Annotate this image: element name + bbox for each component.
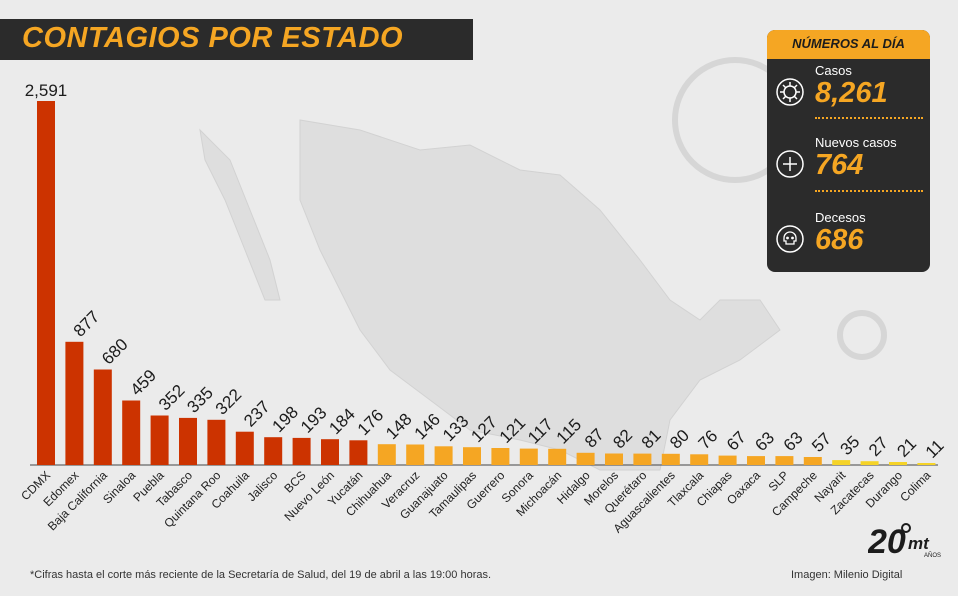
stat-new-cases-label: Nuevos casos bbox=[815, 135, 897, 150]
stat-deaths-label: Decesos bbox=[815, 210, 866, 225]
bar-slp bbox=[775, 456, 794, 465]
bar-aguascalientes bbox=[661, 453, 680, 465]
bar-value-label: 176 bbox=[354, 406, 387, 439]
svg-text:mt: mt bbox=[908, 534, 930, 553]
title-bar: CONTAGIOS POR ESTADO bbox=[0, 19, 473, 60]
milenio-20-years-logo: 20 mt AÑOS bbox=[868, 523, 941, 561]
chart-title: CONTAGIOS POR ESTADO bbox=[22, 22, 404, 54]
stat-deaths: Decesos 686 bbox=[767, 210, 930, 272]
stat-deaths-value: 686 bbox=[815, 224, 864, 256]
stat-new-cases-value: 764 bbox=[815, 149, 864, 181]
bar-value-label: 21 bbox=[893, 434, 920, 461]
bar-value-label: 57 bbox=[808, 429, 835, 456]
bar-baja-california bbox=[93, 369, 112, 465]
image-credit: Imagen: Milenio Digital bbox=[791, 569, 903, 581]
bar-value-label: 11 bbox=[922, 436, 948, 462]
panel-header: NÚMEROS AL DÍA bbox=[767, 30, 930, 59]
stat-cases: Casos 8,261 bbox=[767, 63, 930, 127]
footnote: *Cifras hasta el corte más reciente de l… bbox=[30, 569, 492, 581]
bar-morelos bbox=[605, 453, 623, 465]
bar-jalisco bbox=[264, 437, 283, 465]
bar-colima bbox=[917, 463, 936, 465]
bar-durango bbox=[889, 462, 907, 465]
bar-chiapas bbox=[718, 455, 737, 465]
bar-value-label: 80 bbox=[666, 426, 693, 453]
bar-oaxaca bbox=[747, 456, 765, 465]
bar-value-label: 198 bbox=[269, 403, 302, 436]
bar-puebla bbox=[150, 415, 169, 465]
bar-quintana-roo bbox=[207, 419, 226, 465]
svg-text:AÑOS: AÑOS bbox=[924, 552, 941, 559]
bar-bcs bbox=[292, 437, 311, 465]
category-tick-label: Sinaloa bbox=[100, 468, 138, 506]
stat-cases-value: 8,261 bbox=[815, 77, 888, 109]
bar-value-label: 146 bbox=[411, 410, 444, 443]
bar-tabasco bbox=[179, 417, 197, 465]
bar-chihuahua bbox=[377, 444, 396, 465]
bar-value-label: 148 bbox=[382, 410, 415, 443]
bar-veracruz bbox=[406, 444, 425, 465]
bar-value-label: 193 bbox=[297, 403, 330, 436]
plus-circle-icon bbox=[776, 150, 804, 178]
bar-tlaxcala bbox=[690, 454, 709, 465]
background-map bbox=[199, 119, 781, 471]
bar-guanajuato bbox=[434, 446, 453, 465]
bar-sinaloa bbox=[122, 400, 141, 465]
bar-value-label: 335 bbox=[183, 383, 216, 416]
bar-coahuila bbox=[235, 431, 254, 465]
panel-heading: NÚMEROS AL DÍA bbox=[792, 36, 905, 51]
daily-numbers-panel: NÚMEROS AL DÍA Casos 8,261 Nuevos casos … bbox=[767, 30, 930, 272]
bar-value-label: 877 bbox=[70, 307, 103, 340]
bar-quer-taro bbox=[633, 453, 652, 465]
stat-new-cases: Nuevos casos 764 bbox=[767, 135, 930, 199]
category-tick-label: Jalisco bbox=[244, 468, 280, 504]
bar-value-label: 184 bbox=[325, 405, 358, 438]
bar-value-label: 27 bbox=[865, 433, 892, 460]
bar-tamaulipas bbox=[463, 447, 481, 465]
bar-value-label: 459 bbox=[127, 366, 160, 399]
bar-value-label: 680 bbox=[98, 335, 131, 368]
bar-edomex bbox=[65, 341, 84, 465]
svg-text:20: 20 bbox=[868, 523, 906, 561]
bar-value-label: 63 bbox=[751, 428, 778, 455]
bar-value-label: 67 bbox=[723, 428, 750, 455]
bar-value-label: 76 bbox=[695, 426, 722, 453]
skull-icon bbox=[776, 225, 804, 253]
bar-value-label: 237 bbox=[240, 397, 273, 430]
bar-value-label: 2,591 bbox=[25, 81, 68, 100]
stat-cases-label: Casos bbox=[815, 63, 852, 78]
bar-value-label: 63 bbox=[780, 428, 807, 455]
divider bbox=[815, 117, 923, 119]
bar-guerrero bbox=[491, 448, 510, 465]
bar-value-label: 322 bbox=[212, 385, 245, 418]
bar-cdmx bbox=[37, 101, 55, 465]
virus-icon bbox=[776, 78, 804, 106]
bar-michoac-n bbox=[548, 448, 567, 465]
bar-nayarit bbox=[832, 460, 851, 465]
bar-yucat-n bbox=[349, 440, 368, 465]
category-tick-label: Colima bbox=[897, 468, 934, 505]
bar-hidalgo bbox=[576, 452, 595, 465]
bar-nuevo-le-n bbox=[321, 439, 339, 465]
bar-value-label: 352 bbox=[155, 381, 188, 414]
bar-sonora bbox=[519, 448, 538, 465]
bar-value-label: 35 bbox=[837, 432, 864, 459]
bar-zacatecas bbox=[860, 461, 879, 465]
bar-campeche bbox=[803, 457, 822, 465]
divider bbox=[815, 190, 923, 192]
